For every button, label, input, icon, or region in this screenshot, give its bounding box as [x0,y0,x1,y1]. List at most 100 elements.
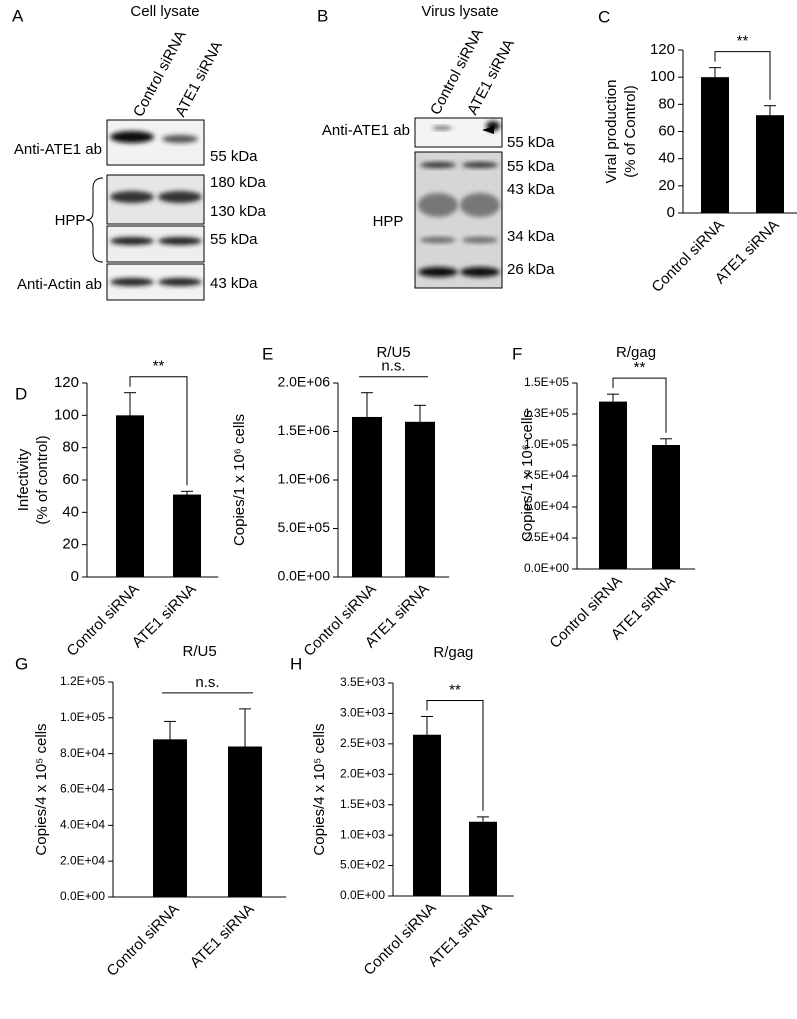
y-tick-label: 1.5E+05 [524,375,569,389]
y-tick-label: 40 [658,150,675,167]
y-axis-label: Copies/1 x 10⁶ cells [231,414,248,546]
significance-bracket [129,376,188,486]
bar [756,115,784,213]
marker-label: 34 kDa [507,228,555,245]
y-tick-label: 0.0E+00 [340,888,385,902]
panel-label: D [15,384,27,403]
band [110,237,154,245]
bar [599,401,627,569]
band [158,278,202,286]
y-axis-label: Viral production [603,80,620,184]
y-axis-label: Infectivity [15,448,32,511]
panel-label: F [512,344,522,363]
y-tick-label: 60 [658,122,675,139]
y-tick-label: 5.0E+05 [277,519,330,535]
y-tick-label: 2.5E+03 [340,736,385,750]
band [462,162,498,168]
y-tick-label: 8.0E+04 [60,746,105,760]
marker-label: 55 kDa [210,231,258,248]
x-tick-label: Control siRNA [103,901,182,980]
y-tick-label: 2.0E+06 [277,374,330,390]
bar [405,421,435,577]
bar [469,821,497,896]
blot-title: Virus lysate [421,3,498,20]
y-tick-label: 5.0E+04 [524,499,569,513]
blot-b: B Virus lysate Control siRNA ATE1 siRNA … [317,3,555,289]
y-axis-label: Copies/4 x 10⁵ cells [33,723,50,855]
row-label: Anti-Actin ab [17,276,102,293]
significance-label: n.s. [195,674,219,691]
y-tick-label: 2.0E+04 [60,853,105,867]
marker-label: 43 kDa [507,181,555,198]
band [420,237,456,243]
y-tick-label: 1.0E+05 [524,437,569,451]
marker-label: 55 kDa [507,158,555,175]
y-tick-label: 0 [667,204,675,221]
row-label: Anti-ATE1 ab [322,122,410,139]
band [460,193,500,217]
bar [228,746,262,897]
significance-bracket [612,377,667,433]
y-tick-label: 1.0E+03 [340,827,385,841]
x-tick-label: Control siRNA [546,573,625,652]
y-axis-label: (% of Control) [622,85,639,178]
panel-label: H [290,654,302,673]
y-tick-label: 0.0E+00 [277,568,330,584]
row-label: Anti-ATE1 ab [14,141,102,158]
chart-title: R/gag [433,644,473,661]
y-tick-label: 1.0E+05 [60,710,105,724]
blot-box [414,117,503,148]
marker-label: 55 kDa [507,134,555,151]
band [418,267,458,277]
significance-label: n.s. [381,358,405,375]
marker-label: 55 kDa [210,148,258,165]
y-tick-label: 120 [650,41,675,58]
y-tick-label: 5.0E+02 [340,858,385,872]
y-tick-label: 1.5E+03 [340,797,385,811]
marker-label: 180 kDa [210,174,267,191]
y-tick-label: 80 [62,439,79,456]
x-tick-label: Control siRNA [63,581,142,660]
bar [116,415,144,577]
y-tick-label: 0.0E+00 [524,561,569,575]
blot-box [414,151,503,289]
y-tick-label: 40 [62,503,79,520]
y-tick-label: 7.5E+04 [524,468,569,482]
panel-label: A [12,6,24,25]
band [460,267,500,277]
blot-title: Cell lysate [130,3,199,20]
band [162,135,198,143]
chart-title: R/U5 [183,643,217,660]
y-tick-label: 0 [71,568,79,585]
x-tick-label: Control siRNA [360,900,439,979]
bar [173,494,201,577]
band [110,131,154,143]
band [110,278,154,286]
y-tick-label: 4.0E+04 [60,818,105,832]
band [418,193,458,217]
y-tick-label: 60 [62,471,79,488]
bar [153,739,187,897]
row-label: HPP [55,212,86,229]
y-tick-label: 1.0E+06 [277,471,330,487]
significance-label: ** [634,359,646,376]
bar [413,734,441,896]
y-tick-label: 20 [658,177,675,194]
marker-label: 43 kDa [210,275,258,292]
marker-label: 130 kDa [210,203,267,220]
bar [701,77,729,214]
blot-a: A Cell lysate Control siRNA ATE1 siRNA A… [12,3,267,301]
y-tick-label: 1.2E+05 [60,674,105,688]
y-tick-label: 0.0E+00 [60,889,105,903]
bar [352,416,382,577]
panel-label: G [15,654,28,673]
x-tick-label: Control siRNA [300,581,379,660]
y-tick-label: 3.0E+03 [340,706,385,720]
arrowhead [482,126,494,134]
y-tick-label: 1.3E+05 [524,406,569,420]
y-tick-label: 80 [658,95,675,112]
marker-label: 26 kDa [507,261,555,278]
band [158,237,202,245]
y-tick-label: 20 [62,536,79,553]
